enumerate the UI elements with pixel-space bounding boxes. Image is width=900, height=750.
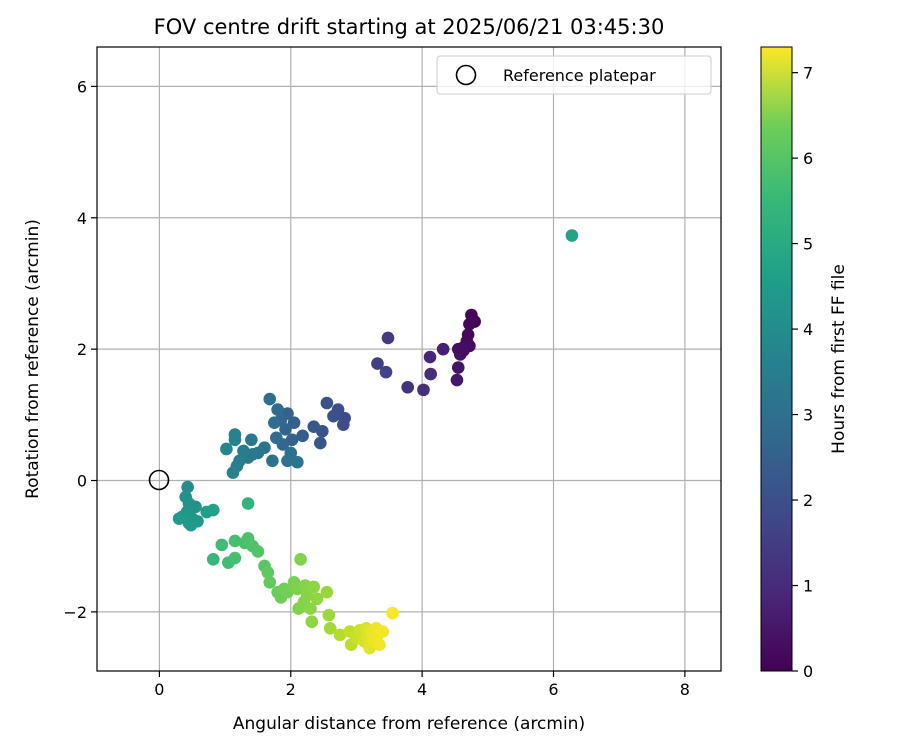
data-point (172, 512, 186, 525)
colorbar-tick-label: 6 (803, 149, 813, 168)
data-point (379, 365, 393, 379)
y-tick-label: 2 (77, 340, 87, 359)
data-point (284, 446, 298, 460)
data-point (323, 622, 337, 635)
reference-marker (148, 469, 170, 491)
data-point (261, 566, 275, 579)
data-point (381, 331, 395, 345)
data-point (333, 628, 347, 642)
y-axis-label: Rotation from reference (arcmin) (23, 219, 43, 499)
data-point (268, 416, 281, 430)
colorbar-label: Hours from first FF file (829, 264, 849, 454)
legend-marker (455, 64, 477, 86)
data-point (417, 383, 430, 397)
data-point (314, 436, 327, 450)
data-point (220, 442, 233, 456)
data-point (310, 592, 324, 606)
data-point (320, 585, 334, 599)
data-point (228, 428, 242, 441)
y-tick-label: −2 (63, 603, 87, 622)
data-point (450, 373, 464, 387)
data-point (373, 638, 386, 652)
data-point (424, 367, 437, 381)
x-tick-label: 8 (680, 680, 690, 699)
y-tick-label: 4 (77, 209, 87, 228)
x-tick-label: 0 (154, 680, 164, 699)
x-tick-label: 4 (417, 680, 427, 699)
data-point (245, 433, 258, 447)
colorbar-tick-label: 0 (803, 662, 813, 681)
scatter-points (172, 229, 579, 655)
data-point (320, 396, 334, 410)
colorbar-tick-label: 2 (803, 491, 813, 510)
data-point (228, 551, 242, 565)
data-point (270, 431, 283, 445)
colorbar-ticks: 0 1 2 3 4 5 6 7 (792, 64, 813, 681)
data-point (228, 534, 242, 548)
legend-entry: Reference platepar (503, 66, 656, 85)
data-point (386, 606, 399, 620)
data-point (266, 454, 279, 468)
data-point (291, 455, 304, 469)
colorbar-tick-label: 1 (803, 577, 813, 596)
data-point (181, 480, 194, 494)
legend: Reference platepar (436, 55, 712, 95)
data-point (294, 553, 307, 566)
legend-box (436, 55, 712, 95)
colorbar-tick-label: 4 (803, 320, 813, 339)
data-point (296, 429, 309, 443)
grid (97, 47, 721, 671)
data-point (263, 392, 277, 406)
data-point (457, 344, 470, 357)
data-point (215, 538, 229, 552)
data-point (327, 409, 340, 423)
data-point (263, 576, 277, 589)
colorbar (760, 46, 793, 672)
plot-frame (96, 46, 722, 672)
data-point (305, 615, 319, 629)
data-point (371, 357, 384, 370)
chart-title: FOV centre drift starting at 2025/06/21 … (154, 15, 665, 39)
data-point (206, 553, 220, 566)
data-point (226, 466, 240, 479)
data-point (281, 585, 294, 599)
data-point (287, 416, 301, 430)
colorbar-tick-label: 7 (803, 64, 813, 83)
data-point (322, 608, 336, 622)
y-tick-label: 0 (77, 472, 87, 491)
data-point (423, 350, 437, 364)
data-point (304, 602, 317, 615)
y-tick-label: 6 (77, 77, 87, 96)
x-axis-label: Angular distance from reference (arcmin) (233, 714, 585, 734)
x-tick-label: 6 (548, 680, 558, 699)
data-point (237, 444, 250, 458)
data-point (300, 589, 314, 602)
data-point (451, 361, 465, 374)
data-point (271, 403, 284, 416)
x-axis-ticks: 0 2 4 6 8 (154, 671, 690, 699)
y-axis-ticks: −2 0 2 4 6 (63, 77, 97, 622)
data-point (206, 503, 220, 517)
data-point (401, 380, 414, 394)
data-point (565, 229, 579, 242)
data-point (251, 545, 265, 558)
colorbar-tick-label: 5 (803, 235, 813, 254)
data-point (376, 625, 390, 638)
x-tick-label: 2 (286, 680, 296, 699)
data-point (307, 420, 321, 433)
data-point (184, 518, 198, 532)
colorbar-tick-label: 3 (803, 406, 813, 425)
data-point (436, 342, 450, 356)
data-point (241, 497, 255, 510)
data-point (337, 418, 350, 431)
data-point (463, 317, 476, 331)
data-point (307, 580, 321, 594)
